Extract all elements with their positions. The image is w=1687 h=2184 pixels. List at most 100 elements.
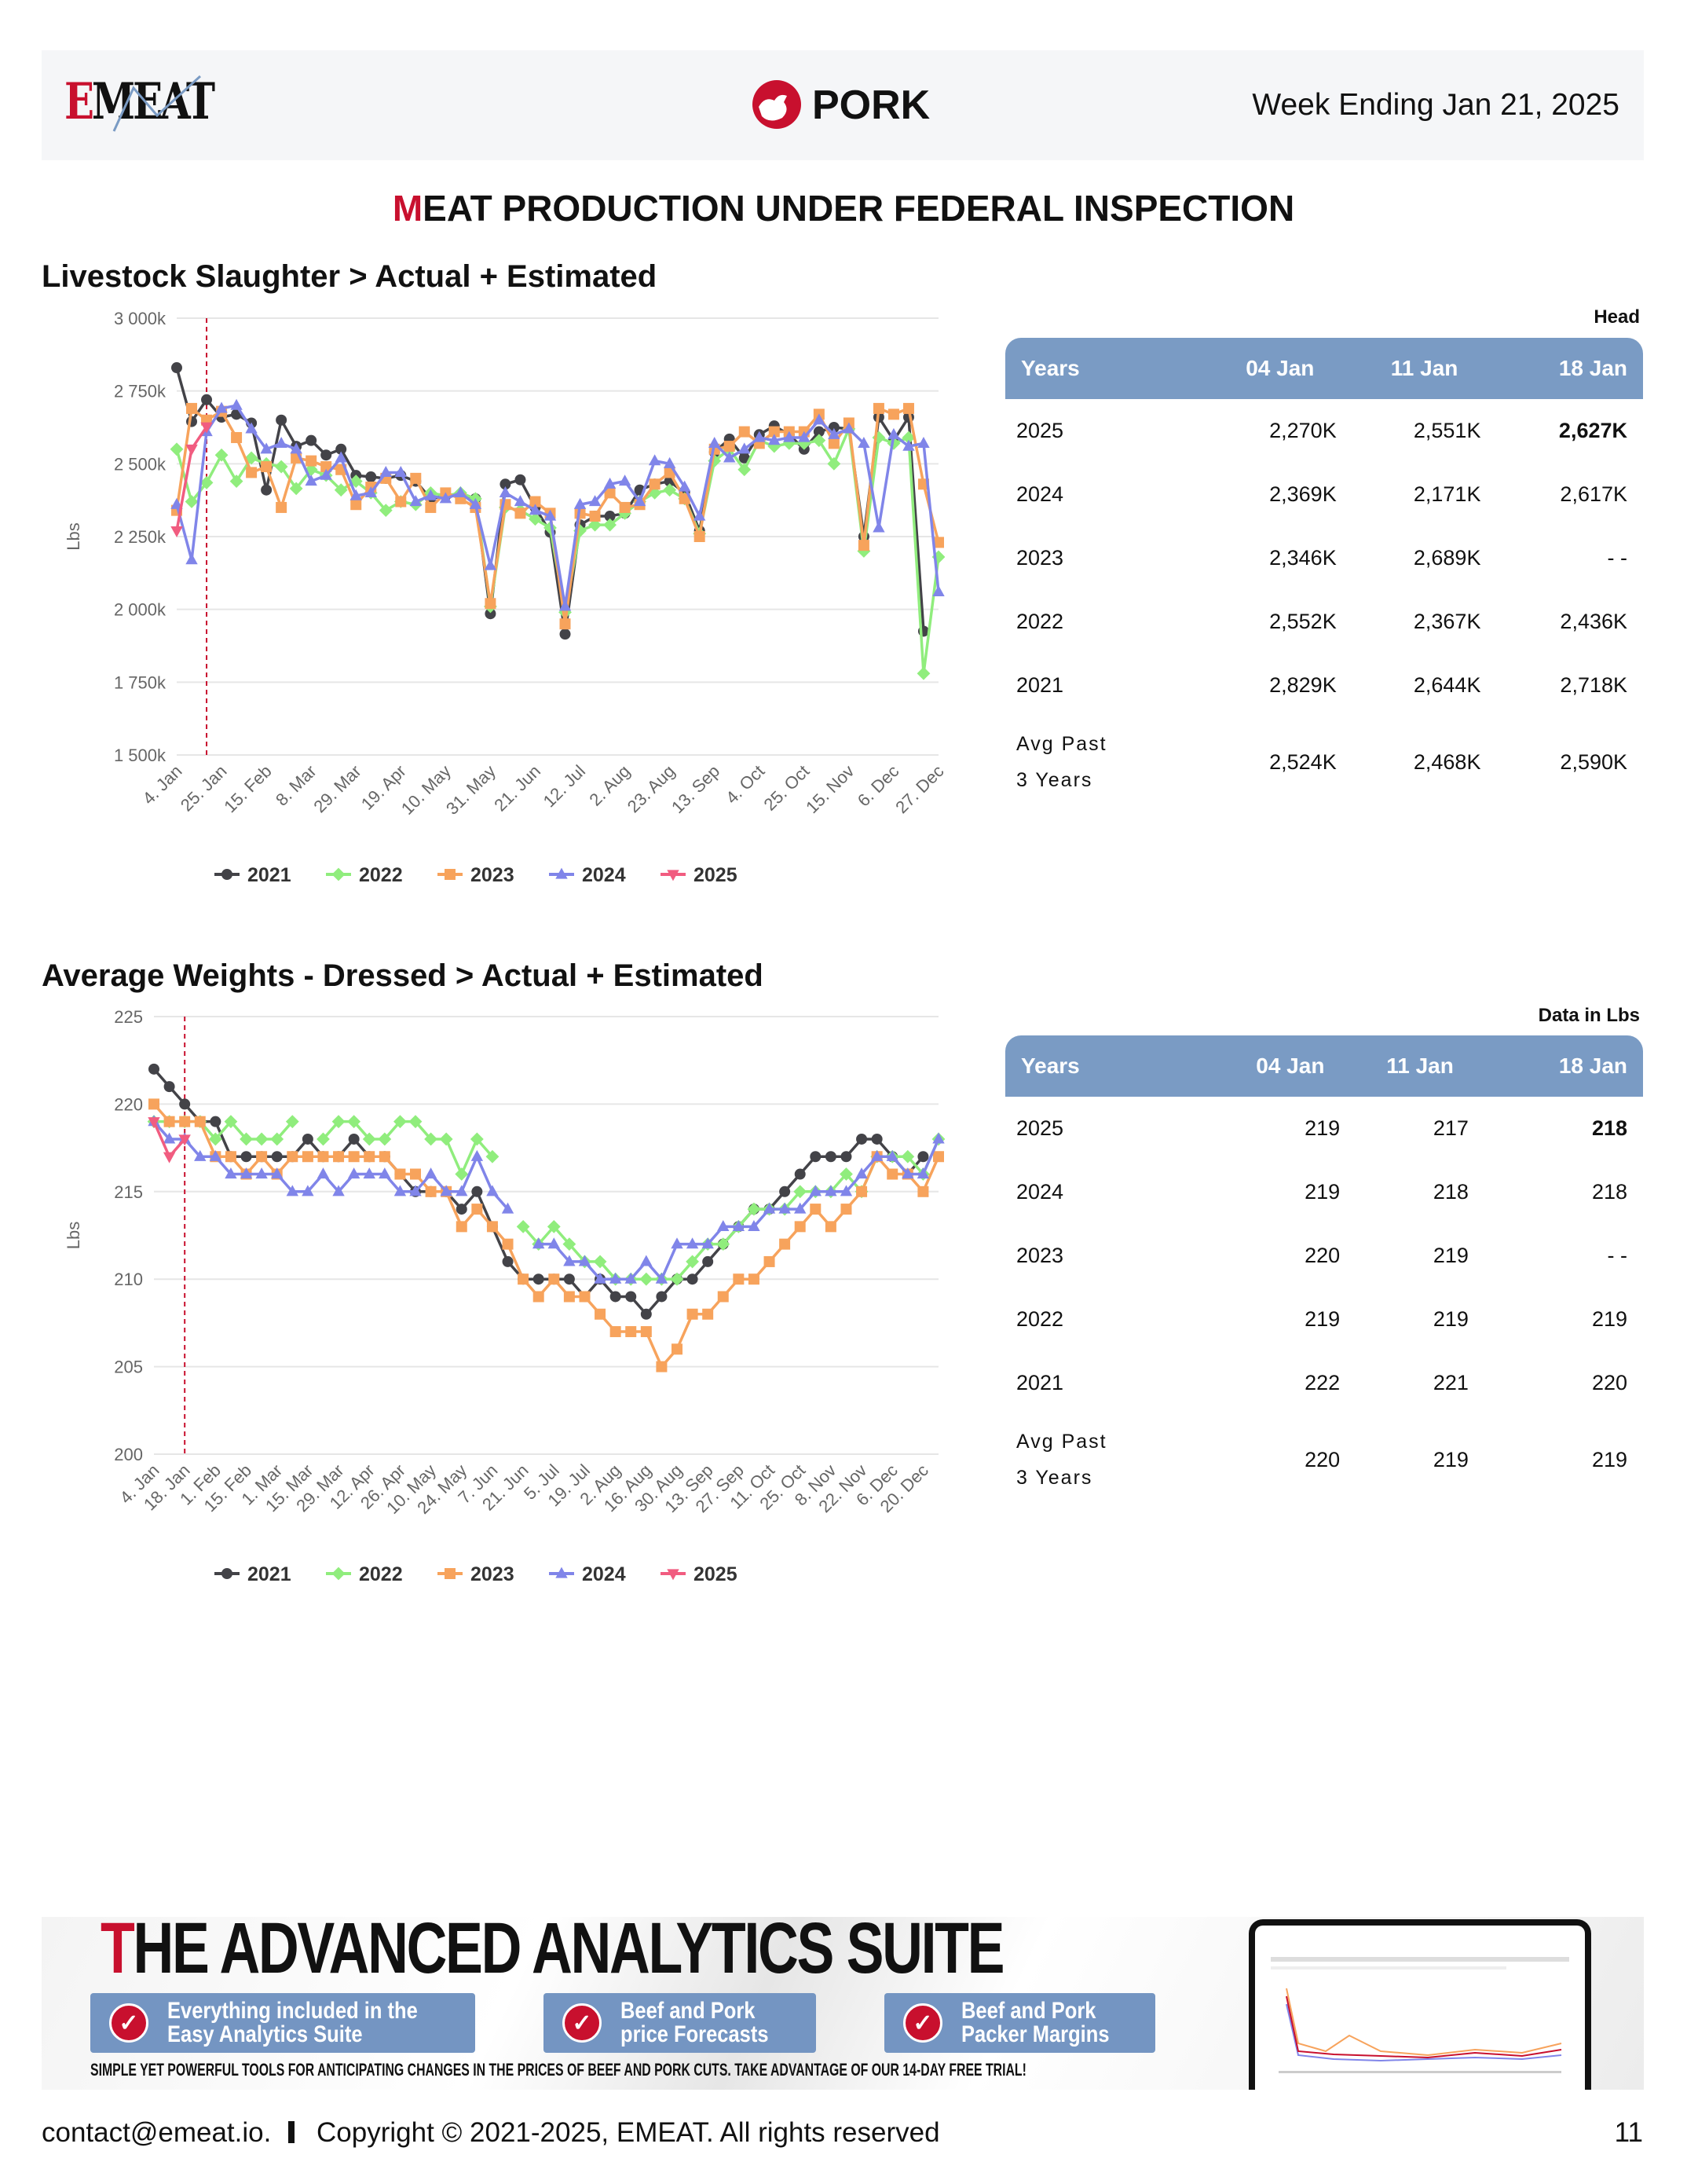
title-first-letter: M bbox=[392, 188, 423, 229]
legend-item-2021[interactable]: 2021 bbox=[214, 1563, 291, 1585]
data-point-2023 bbox=[425, 1185, 437, 1197]
value-cell: 2,617K bbox=[1560, 482, 1627, 506]
data-point-2024 bbox=[225, 1167, 237, 1179]
value-cell: 2,644K bbox=[1413, 673, 1481, 697]
footer-copyright: Copyright © 2021-2025, EMEAT. All rights… bbox=[317, 2117, 940, 2148]
data-point-2024 bbox=[290, 442, 302, 454]
slaughter-table: Years 04 Jan 11 Jan 18 Jan 2025 2,270K 2,5… bbox=[1005, 338, 1643, 807]
data-point-2023 bbox=[609, 1326, 621, 1338]
data-point-2024 bbox=[320, 468, 332, 480]
data-point-2022 bbox=[902, 431, 916, 445]
data-point-2022 bbox=[229, 475, 243, 488]
col-header[interactable]: 11 Jan bbox=[1356, 1035, 1484, 1097]
series-2022 bbox=[147, 1115, 945, 1286]
col-header[interactable]: 04 Jan bbox=[1207, 338, 1352, 399]
data-point-2024 bbox=[317, 1167, 330, 1179]
value-cell: 2,718K bbox=[1560, 673, 1627, 697]
data-point-2024 bbox=[332, 1185, 345, 1196]
footer-email[interactable]: contact@emeat.io. bbox=[42, 2117, 272, 2148]
data-point-2023 bbox=[485, 598, 496, 610]
data-point-2022 bbox=[737, 463, 752, 477]
data-point-2024 bbox=[393, 1185, 407, 1196]
table-row: 2022 2,552K 2,367K 2,436K bbox=[1005, 590, 1643, 654]
data-point-2023 bbox=[717, 1291, 729, 1303]
data-point-2024 bbox=[302, 1185, 314, 1196]
data-point-2024 bbox=[794, 1202, 807, 1214]
data-point-2022 bbox=[840, 1167, 853, 1181]
year-cell: 2025 bbox=[1016, 419, 1064, 442]
col-header[interactable]: 18 Jan bbox=[1484, 1035, 1643, 1097]
col-header[interactable]: 04 Jan bbox=[1224, 1035, 1356, 1097]
value-cell: 219 bbox=[1591, 1447, 1627, 1471]
legend-item-2023[interactable]: 2023 bbox=[437, 1563, 514, 1585]
data-point-2022 bbox=[603, 518, 617, 532]
legend-item-2023[interactable]: 2023 bbox=[437, 864, 514, 886]
y-tick-label: 2 750k bbox=[114, 382, 167, 401]
data-point-2024 bbox=[594, 1272, 606, 1284]
feature-price-forecasts[interactable]: ✓ Beef and Pork price Forecasts bbox=[543, 1993, 816, 2053]
legend-item-2025[interactable]: 2025 bbox=[661, 864, 737, 886]
data-point-2024 bbox=[870, 1149, 884, 1161]
data-point-2021 bbox=[471, 1185, 483, 1197]
data-point-2024 bbox=[409, 495, 423, 507]
data-point-2024 bbox=[858, 436, 870, 448]
data-point-2023 bbox=[502, 1238, 514, 1250]
feature-packer-margins[interactable]: ✓ Beef and Pork Packer Margins bbox=[884, 1993, 1155, 2053]
avg-label: Avg Past 3 Years bbox=[1005, 717, 1208, 807]
y-tick-label: 210 bbox=[114, 1270, 143, 1289]
data-point-2023 bbox=[514, 508, 526, 519]
feature-easy-analytics[interactable]: ✓ Everything included in the Easy Analytic… bbox=[90, 1993, 475, 2053]
data-point-2022 bbox=[254, 1132, 269, 1146]
value-cell: 2,829K bbox=[1269, 673, 1337, 697]
data-point-2021 bbox=[738, 452, 750, 464]
feature-line1: Beef and Pork bbox=[620, 1998, 756, 2024]
data-point-2021 bbox=[502, 1255, 514, 1267]
col-header[interactable]: 11 Jan bbox=[1352, 338, 1497, 399]
data-point-2023 bbox=[394, 1168, 406, 1180]
data-point-2023 bbox=[364, 1151, 375, 1163]
legend-item-2025[interactable]: 2025 bbox=[661, 1563, 737, 1585]
legend-item-2024[interactable]: 2024 bbox=[549, 1563, 626, 1585]
data-point-2024 bbox=[245, 422, 258, 434]
x-tick-label: 15. Feb bbox=[220, 761, 275, 816]
legend-item-2022[interactable]: 2022 bbox=[326, 1563, 403, 1585]
legend-marker-icon bbox=[331, 1567, 346, 1581]
value-cell: 2,468K bbox=[1413, 749, 1481, 774]
data-point-2021 bbox=[532, 1273, 544, 1285]
data-point-2022 bbox=[349, 475, 363, 488]
slaughter-unit: Head bbox=[1594, 306, 1640, 328]
legend-label: 2021 bbox=[247, 864, 291, 886]
data-point-2021 bbox=[825, 1151, 836, 1163]
legend-item-2021[interactable]: 2021 bbox=[214, 864, 291, 886]
data-point-2023 bbox=[794, 1221, 806, 1233]
legend-item-2024[interactable]: 2024 bbox=[549, 864, 626, 886]
x-tick-label: 25. Jan bbox=[177, 761, 231, 815]
data-point-2023 bbox=[748, 1273, 759, 1285]
y-tick-label: 225 bbox=[114, 1007, 143, 1027]
table-row: 2025 219 217 218 bbox=[1005, 1097, 1643, 1160]
value-cell: 2,551K bbox=[1413, 419, 1481, 442]
table-row: 2023 2,346K 2,689K - - bbox=[1005, 526, 1643, 590]
year-cell: 2022 bbox=[1016, 1307, 1064, 1331]
year-cell: 2024 bbox=[1016, 482, 1064, 506]
data-point-2025 bbox=[200, 422, 213, 434]
data-point-2022 bbox=[334, 483, 348, 497]
col-header[interactable]: Years bbox=[1005, 1035, 1225, 1097]
emeat-logo[interactable]: EMEAT bbox=[64, 72, 215, 131]
col-header[interactable]: 18 Jan bbox=[1496, 338, 1643, 399]
data-point-2021 bbox=[702, 1255, 714, 1267]
data-point-2023 bbox=[840, 1204, 852, 1215]
value-cell: 2,689K bbox=[1413, 546, 1481, 570]
data-point-2024 bbox=[917, 1167, 930, 1179]
data-point-2024 bbox=[529, 504, 542, 515]
feature-line2: Packer Margins bbox=[961, 2021, 1110, 2047]
data-point-2023 bbox=[856, 1185, 868, 1197]
data-point-2024 bbox=[671, 1237, 683, 1249]
data-point-2023 bbox=[486, 1221, 498, 1233]
data-point-2025 bbox=[148, 1117, 160, 1129]
col-header[interactable]: Years bbox=[1005, 338, 1208, 399]
data-point-2023 bbox=[231, 431, 243, 443]
data-point-2024 bbox=[663, 456, 676, 468]
data-point-2023 bbox=[933, 1151, 944, 1163]
legend-item-2022[interactable]: 2022 bbox=[326, 864, 403, 886]
